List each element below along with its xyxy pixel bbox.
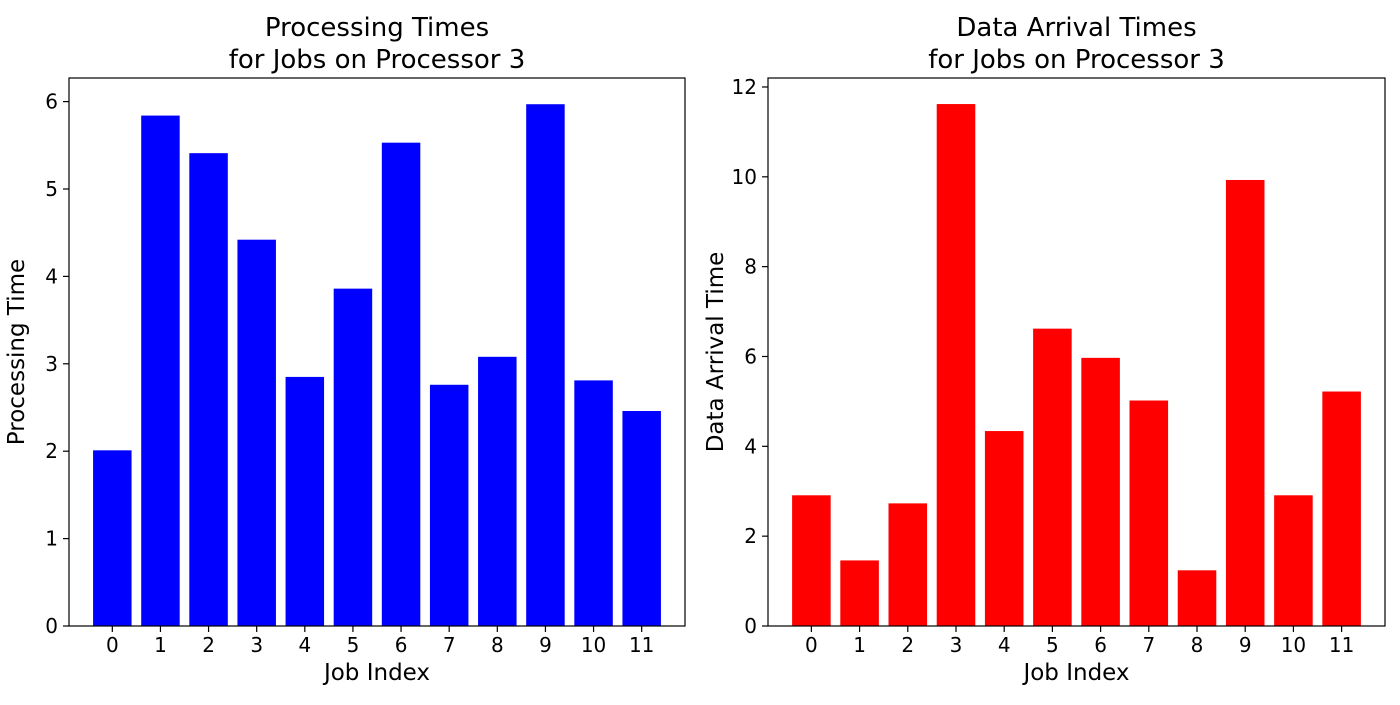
y-tick-label: 2 — [45, 439, 58, 463]
bar-job-5 — [333, 288, 373, 626]
y-tick-label: 5 — [45, 177, 58, 201]
plot-frame — [767, 77, 1386, 627]
y-tick-label: 10 — [732, 165, 757, 189]
y-tick-label: 2 — [744, 524, 757, 548]
x-tick-label: 4 — [298, 633, 311, 657]
chart-title-line: Processing Times — [265, 13, 489, 43]
x-tick-label: 2 — [202, 633, 215, 657]
x-tick-label: 0 — [805, 633, 818, 657]
x-tick-label: 6 — [395, 633, 408, 657]
y-tick-label: 6 — [744, 344, 757, 368]
x-axis-label: Job Index — [1021, 660, 1129, 686]
y-tick-label: 12 — [732, 75, 757, 99]
x-tick-label: 10 — [1281, 633, 1306, 657]
bar-job-7 — [429, 384, 469, 626]
bar-job-2 — [189, 153, 228, 626]
y-tick-label: 0 — [744, 614, 757, 638]
x-tick-label: 5 — [1046, 633, 1059, 657]
bar-job-1 — [141, 115, 180, 626]
x-tick-label: 6 — [1094, 633, 1107, 657]
x-tick-label: 4 — [998, 633, 1011, 657]
bar-job-8 — [478, 356, 517, 626]
plot-frame — [68, 77, 686, 627]
x-tick-label: 7 — [1142, 633, 1155, 657]
bar-job-0 — [792, 495, 831, 626]
y-tick-label: 4 — [45, 264, 58, 288]
y-tick-label: 1 — [45, 527, 58, 551]
bar-job-9 — [1225, 179, 1265, 626]
bar-job-9 — [526, 104, 565, 626]
bar-job-2 — [888, 503, 928, 626]
bar-job-4 — [285, 376, 325, 626]
x-tick-label: 7 — [443, 633, 456, 657]
chart-title-line: for Jobs on Processor 3 — [928, 45, 1225, 75]
x-tick-label: 3 — [250, 633, 263, 657]
bar-job-5 — [1033, 328, 1072, 626]
x-tick-label: 8 — [491, 633, 504, 657]
x-tick-label: 11 — [1329, 633, 1354, 657]
bar-job-3 — [936, 104, 976, 626]
x-tick-label: 8 — [1191, 633, 1204, 657]
x-tick-label: 3 — [950, 633, 963, 657]
bar-job-6 — [381, 142, 421, 626]
y-tick-label: 4 — [744, 434, 757, 458]
y-axis-label: Data Arrival Time — [703, 252, 729, 453]
chart-title-line: for Jobs on Processor 3 — [229, 45, 526, 75]
x-tick-label: 5 — [347, 633, 360, 657]
bar-job-1 — [840, 560, 879, 626]
bar-job-8 — [1177, 570, 1217, 626]
bar-job-10 — [1274, 495, 1313, 626]
bar-job-3 — [237, 239, 276, 626]
x-tick-label: 1 — [853, 633, 866, 657]
processing-times-chart: 0 1 2 3 4 5 6 7 8 9 10 11 0 1 2 3 4 5 6 Job Index Processing… — [4, 13, 686, 686]
x-tick-label: 10 — [581, 633, 606, 657]
x-tick-label: 11 — [629, 633, 654, 657]
bar-job-6 — [1081, 357, 1120, 626]
y-tick-label: 3 — [45, 352, 58, 376]
x-tick-label: 0 — [106, 633, 119, 657]
bar-job-11 — [622, 410, 661, 626]
bar-job-11 — [1322, 391, 1361, 626]
bar-job-4 — [984, 431, 1024, 626]
bar-job-10 — [574, 380, 613, 626]
chart-title-line: Data Arrival Times — [956, 13, 1196, 43]
y-tick-label: 8 — [744, 255, 757, 279]
x-tick-label: 2 — [901, 633, 914, 657]
y-axis-label: Processing Time — [4, 259, 30, 445]
x-axis-label: Job Index — [322, 660, 430, 686]
bar-job-0 — [93, 450, 132, 626]
x-tick-label: 9 — [1239, 633, 1252, 657]
y-tick-label: 0 — [45, 614, 58, 638]
x-tick-label: 1 — [154, 633, 167, 657]
y-tick-label: 6 — [45, 90, 58, 114]
bar-job-7 — [1129, 400, 1169, 626]
x-tick-label: 9 — [539, 633, 552, 657]
